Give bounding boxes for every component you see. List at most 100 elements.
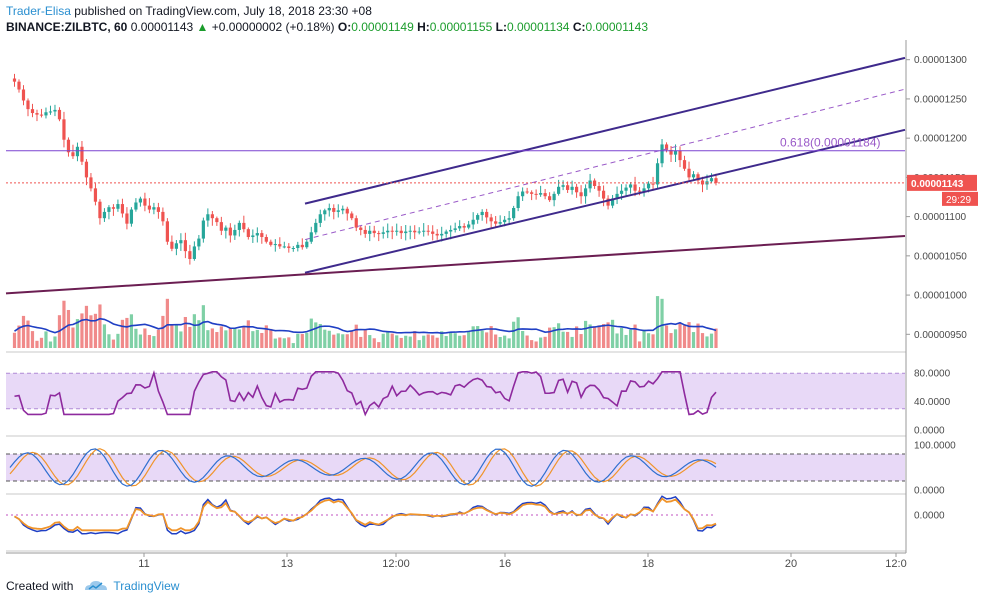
candle-body — [192, 246, 196, 259]
last-price: 0.00001143 — [130, 20, 194, 34]
volume-bar — [26, 320, 30, 348]
candle-body — [107, 207, 111, 212]
publish-line: Trader-Elisa published on TradingView.co… — [6, 3, 726, 19]
candle-body — [413, 230, 417, 233]
low-label: L: — [495, 20, 507, 34]
candle-body — [386, 230, 390, 233]
candle-body — [462, 226, 466, 228]
candle-body — [498, 222, 502, 224]
candle-body — [282, 246, 286, 248]
candle-body — [651, 183, 655, 185]
volume-bar — [12, 332, 17, 348]
volume-bar — [179, 331, 183, 348]
price-tick-label: 0.00001200 — [914, 134, 967, 145]
volume-bar — [242, 326, 246, 348]
volume-bar — [619, 327, 624, 348]
candle-body — [12, 78, 17, 82]
candle-body — [260, 233, 264, 238]
volume-bar — [228, 327, 232, 348]
last-price-tag — [907, 174, 977, 191]
candle-body — [615, 193, 619, 199]
candle-body — [682, 160, 687, 169]
volume-bar — [278, 337, 282, 348]
volume-bar — [413, 331, 417, 348]
volume-bar — [44, 331, 48, 348]
volume-bar — [458, 335, 462, 348]
volume-bar — [687, 322, 691, 348]
volume-bar — [395, 335, 399, 348]
candle-body — [206, 214, 210, 221]
volume-bar — [566, 331, 570, 348]
volume-bar — [498, 337, 502, 348]
volume-bar — [30, 331, 35, 348]
author-link[interactable]: Trader-Elisa — [6, 4, 71, 18]
volume-bar — [530, 340, 534, 348]
candle-body — [678, 150, 682, 161]
volume-bar — [53, 336, 57, 348]
tradingview-logo[interactable]: TradingView — [83, 579, 179, 593]
volume-bar — [350, 331, 354, 348]
candle-body — [300, 244, 304, 248]
tradingview-cloud-icon — [85, 581, 108, 590]
volume-bar — [219, 326, 223, 348]
volume-bar — [570, 336, 574, 348]
volume-bar — [332, 334, 336, 348]
candle-body — [673, 150, 678, 155]
rsi-tick-label: 0.0000 — [914, 426, 945, 437]
fib-level-label: 0.618(0.00001184) — [780, 136, 881, 150]
volume-bar — [143, 328, 147, 348]
volume-bar — [62, 300, 66, 348]
candle-body — [408, 230, 412, 232]
candle-body — [449, 229, 453, 232]
candle-body — [35, 113, 39, 115]
volume-bar — [399, 337, 403, 348]
volume-bar — [628, 329, 633, 348]
volume-bar — [489, 326, 493, 348]
volume-bar — [381, 333, 385, 348]
volume-bar — [125, 317, 129, 348]
candle-body — [431, 231, 435, 234]
candle-body — [251, 235, 255, 238]
volume-bar — [237, 329, 241, 348]
volume-bar — [417, 340, 421, 348]
volume-bar — [682, 325, 687, 348]
candle-body — [102, 211, 107, 219]
volume-bar — [449, 332, 453, 348]
price-tick-label: 0.00000950 — [914, 330, 967, 341]
price-tick-label: 0.00001300 — [914, 55, 967, 66]
tradingview-brand[interactable]: TradingView — [113, 579, 180, 593]
volume-bar — [201, 305, 205, 348]
candle-body — [345, 208, 349, 214]
volume-bar — [345, 334, 349, 348]
chart-canvas[interactable]: 0.618(0.00001184) 0.00001300 0.00001250 0.… — [0, 0, 984, 578]
time-tick-label: 20 — [785, 558, 797, 570]
candle-body — [606, 198, 610, 206]
volume-bar — [516, 317, 520, 348]
volume-bar — [323, 329, 327, 348]
stoch-k-line — [9, 448, 717, 487]
volume-bar — [129, 314, 134, 348]
long-support-trendline — [5, 235, 906, 295]
candle-body — [552, 193, 556, 201]
candle-body — [219, 222, 223, 231]
volume-bar — [39, 337, 44, 348]
candle-body — [242, 222, 246, 230]
volume-bar — [273, 338, 277, 348]
candle-body — [655, 163, 660, 185]
candle-body — [237, 222, 241, 230]
countdown-tag — [942, 191, 978, 206]
volume-bar — [300, 334, 304, 348]
volume-bar — [368, 335, 372, 348]
volume-bar — [426, 334, 430, 348]
candle-body — [341, 208, 345, 211]
volume-bar — [296, 333, 300, 348]
candle-body — [687, 168, 691, 178]
volume-bar — [165, 298, 169, 348]
candle-body — [305, 241, 309, 248]
candle-body — [624, 187, 628, 191]
volume-bar — [98, 304, 102, 348]
candle-body — [120, 204, 125, 214]
volume-bar — [156, 329, 160, 348]
candle-body — [165, 221, 169, 242]
volume-bar — [233, 328, 237, 348]
